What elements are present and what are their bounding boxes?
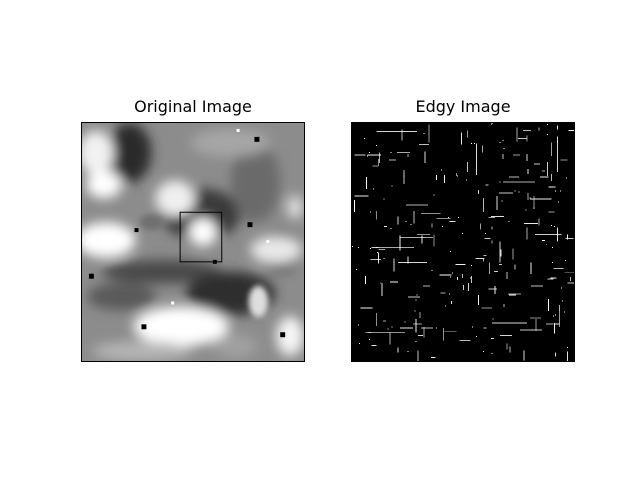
edge-pixel: [363, 137, 365, 139]
edge-pixel: [414, 310, 416, 312]
edge-pixel: [529, 197, 531, 199]
edge-pixel: [407, 351, 409, 353]
edge-pixel: [475, 336, 477, 338]
edge-pixel: [552, 261, 554, 263]
edge-pixel: [458, 217, 460, 219]
edge-pixel: [555, 190, 557, 192]
edge-pixel: [352, 245, 353, 247]
edge-pixel: [502, 139, 504, 141]
edgy-image-panel: [351, 122, 575, 362]
edge-pixel: [555, 314, 557, 316]
edge-pixel: [514, 190, 516, 192]
edge-pixel: [369, 247, 371, 249]
edge-pixel: [508, 221, 510, 223]
edge-pixel: [462, 233, 463, 235]
edge-pixel: [499, 141, 501, 143]
edge-pixel: [457, 175, 459, 177]
edge-pixel: [450, 250, 452, 252]
edge-pixel: [391, 185, 393, 187]
edge-pixel: [366, 155, 368, 157]
edge-pixel: [518, 191, 520, 193]
edge-pixel: [355, 268, 357, 270]
edge-pixel: [445, 305, 447, 307]
edge-pixel: [415, 299, 417, 301]
edge-pixel: [553, 315, 555, 317]
edge-pixel: [357, 324, 359, 326]
edge-pixel: [547, 123, 549, 125]
edge-pixel: [368, 151, 370, 153]
edge-pixel: [561, 287, 563, 289]
edge-pixel: [465, 179, 467, 181]
edge-pixel: [404, 321, 406, 323]
edge-pixel: [482, 351, 484, 353]
edge-pixel: [470, 264, 472, 266]
edge-pixel: [436, 327, 438, 329]
region-of-interest-box: [179, 211, 223, 263]
edge-pixel: [416, 294, 418, 296]
edge-pixel: [403, 175, 405, 177]
edge-pixel: [554, 226, 556, 228]
edge-pixel: [470, 142, 472, 144]
edge-pixel: [448, 217, 450, 219]
edge-pixel: [491, 353, 493, 355]
edge-pixel: [379, 282, 381, 284]
edge-pixel: [452, 272, 454, 274]
edge-pixel: [484, 233, 486, 235]
edge-pixel: [383, 198, 385, 200]
edge-pixel: [566, 177, 568, 179]
edge-pixel: [533, 207, 535, 209]
edge-pixel: [376, 251, 378, 253]
edge-pixel: [564, 311, 566, 313]
edge-pixel: [410, 224, 412, 226]
original-grayscale-image: [82, 123, 304, 361]
edge-pixel: [557, 140, 559, 142]
edge-pixel: [546, 243, 548, 245]
edge-pixel: [567, 347, 569, 349]
edge-pixel: [471, 326, 473, 328]
edge-pixel: [415, 341, 417, 343]
edge-pixel: [391, 326, 393, 328]
edge-pixel: [558, 201, 560, 203]
edge-pixel: [431, 269, 433, 271]
edge-pixel: [552, 246, 554, 248]
edge-pixel: [390, 228, 392, 230]
edge-pixel: [525, 209, 527, 211]
edge-pixel: [490, 123, 492, 125]
original-image-title: Original Image: [134, 97, 252, 116]
edge-pixel: [562, 300, 564, 302]
edge-pixel: [390, 151, 392, 153]
edge-pixel: [499, 181, 501, 183]
edge-pixel: [450, 276, 452, 278]
edge-pixel: [405, 221, 407, 223]
edge-pixel: [551, 225, 553, 227]
edge-pixel: [449, 293, 451, 295]
edge-pixel: [372, 188, 374, 190]
edge-map-image: [352, 123, 574, 361]
edge-pixel: [501, 200, 503, 202]
edge-pixel: [375, 144, 377, 146]
edge-pixel: [433, 194, 435, 196]
edge-pixel: [369, 211, 371, 213]
edge-pixel: [469, 277, 471, 279]
edge-pixel: [442, 226, 444, 228]
edge-pixel: [492, 318, 494, 320]
edge-pixel: [531, 329, 533, 331]
edge-pixel: [383, 257, 385, 259]
edge-pixel: [423, 132, 425, 134]
edge-pixel: [491, 123, 493, 124]
edge-pixel: [565, 259, 567, 261]
original-image-panel: [81, 122, 305, 362]
edge-pixel: [368, 339, 370, 341]
edge-pixel: [503, 147, 505, 149]
edge-pixel: [358, 343, 360, 345]
edge-pixel: [547, 133, 549, 135]
edge-pixel: [357, 246, 359, 248]
edge-pixel: [387, 328, 389, 330]
edge-pixel: [473, 142, 475, 144]
edge-pixel: [441, 169, 443, 171]
edgy-image-title: Edgy Image: [415, 97, 511, 116]
edge-pixel: [560, 190, 562, 192]
